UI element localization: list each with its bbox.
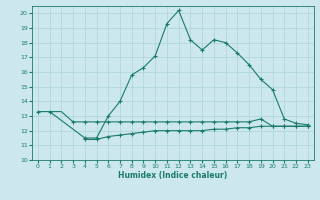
- X-axis label: Humidex (Indice chaleur): Humidex (Indice chaleur): [118, 171, 228, 180]
